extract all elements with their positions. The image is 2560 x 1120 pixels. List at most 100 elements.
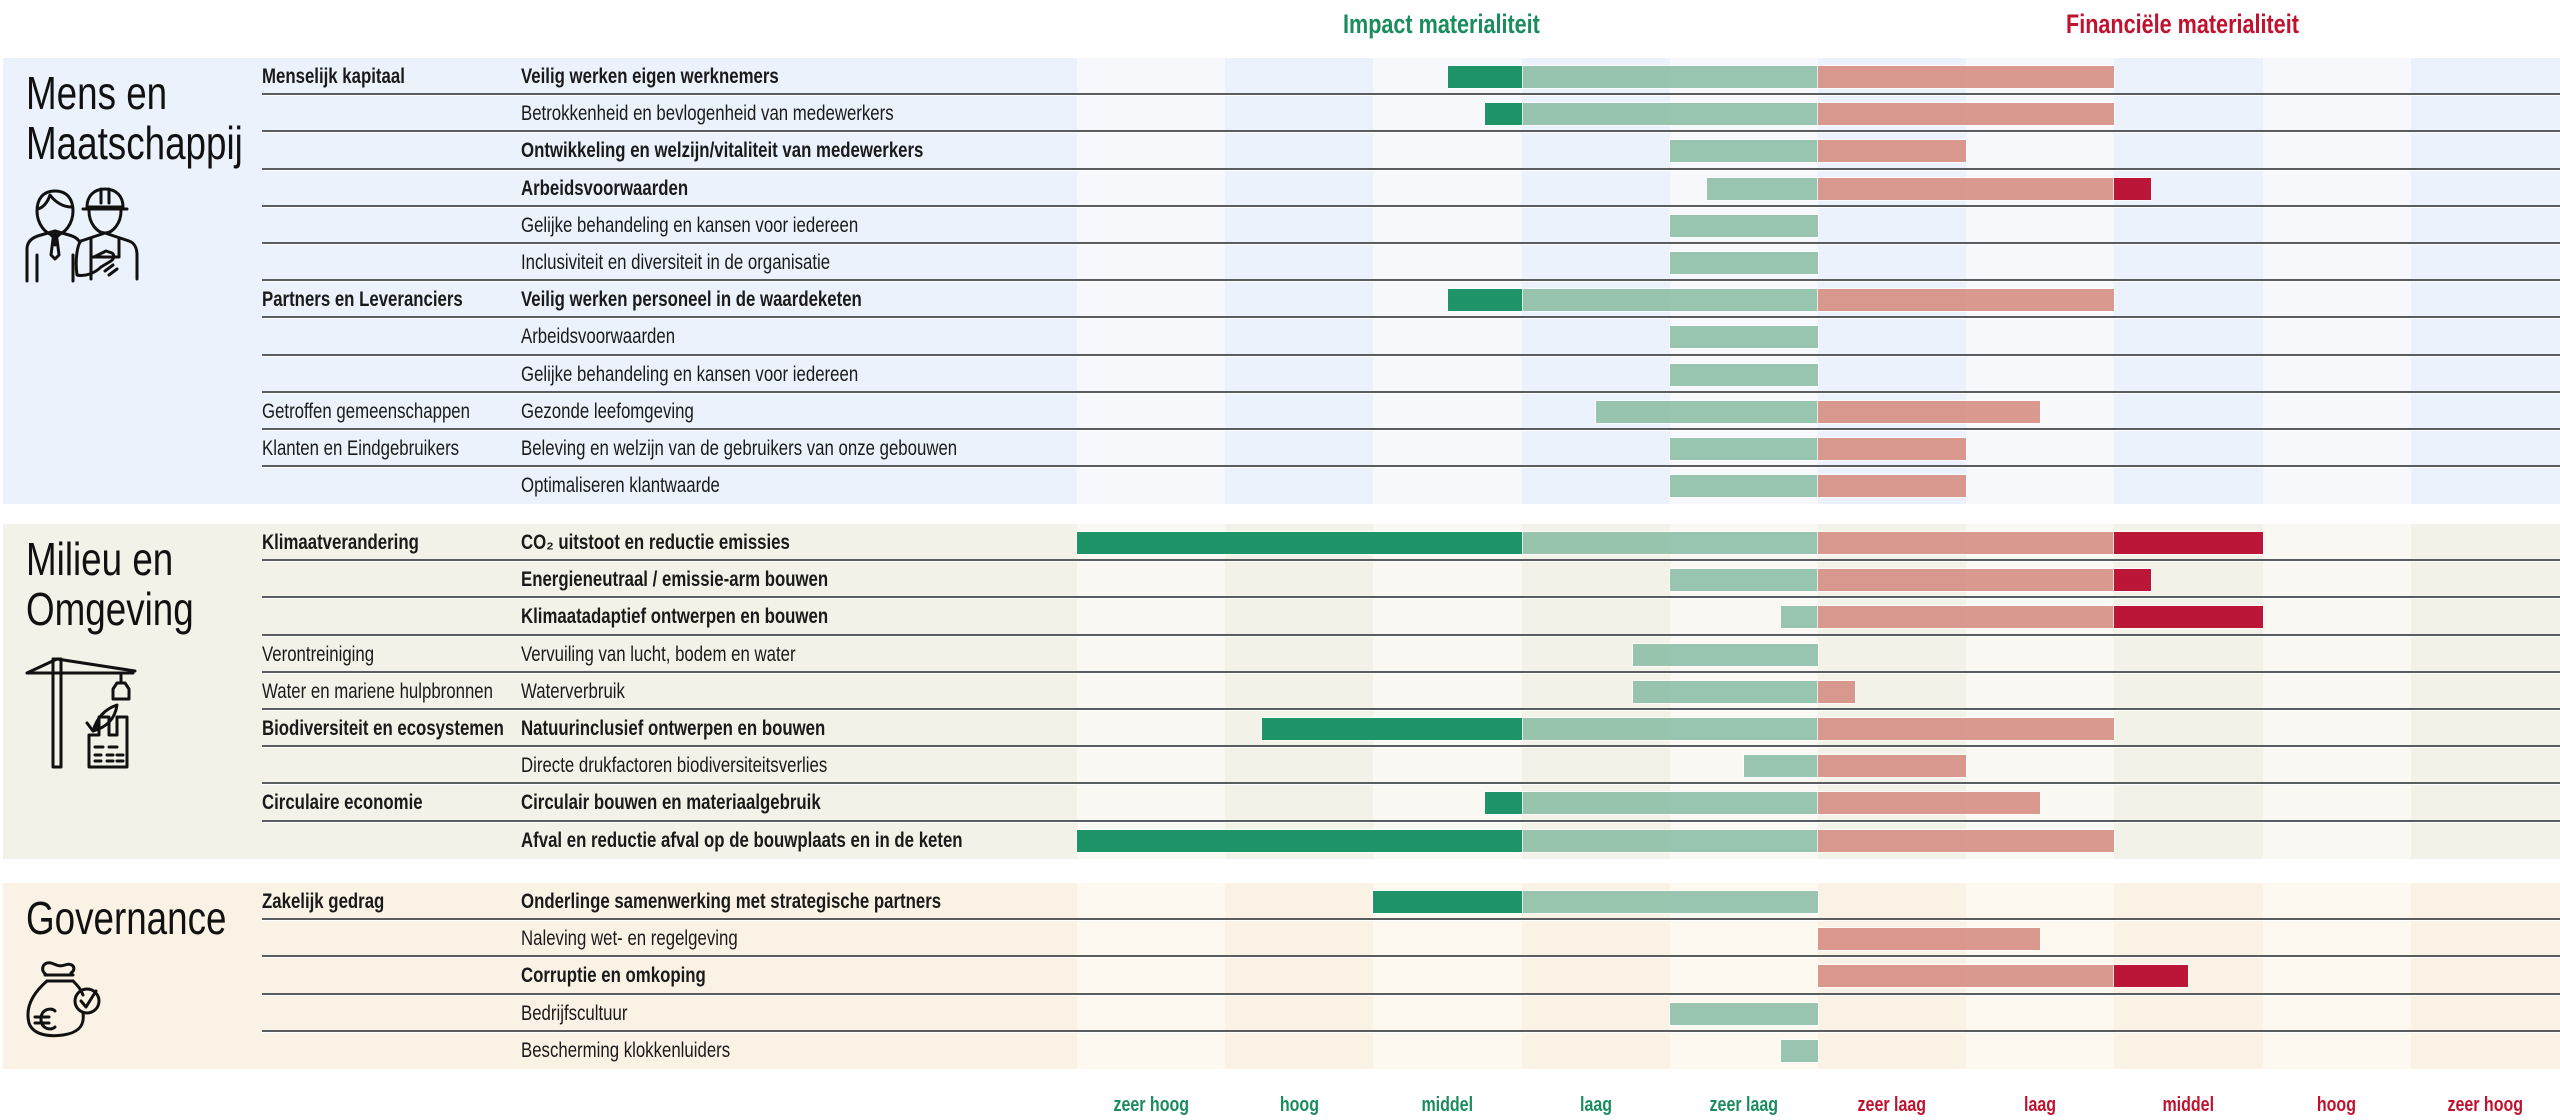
row-divider <box>262 633 2560 637</box>
topic-text: Gezonde leefomgeving <box>521 399 694 423</box>
impact-bar-light <box>1521 891 1818 913</box>
impact-bar-dark <box>1077 532 1522 554</box>
axis-label-financial: laag <box>1966 1090 2114 1120</box>
column-band <box>2410 524 2559 859</box>
section-1: Mens en Maatschappij Menselijk kapitaal Ve… <box>3 58 2560 505</box>
topic-label: Optimaliseren klantwaarde <box>521 467 770 504</box>
topic-label: Directe drukfactoren biodiversiteitsverl… <box>521 747 904 784</box>
topic-label: Veilig werken personeel in de waardekete… <box>521 281 947 318</box>
table-row: Circulaire economie Circulair bouwen en m… <box>3 784 2560 823</box>
axis-label-financial: hoog <box>2263 1090 2411 1120</box>
topic-label: Inclusiviteit en diversiteit in de organ… <box>521 244 907 281</box>
impact-bar-light <box>1706 177 1818 200</box>
topic-text: Optimaliseren klantwaarde <box>521 474 720 498</box>
axis-label-text: zeer laag <box>1709 1094 1779 1116</box>
table-row: Getroffen gemeenschappen Gezonde leefomge… <box>3 393 2560 431</box>
column-band <box>1077 883 1226 1069</box>
section-3: Governance Zakelijk gedrag Onderlinge sam… <box>3 883 2560 1069</box>
section-title: Mens en Maatschappij <box>26 68 297 168</box>
financial-bar-dark <box>2114 569 2152 592</box>
category-text: Circulaire economie <box>262 791 423 815</box>
topic-label: Ontwikkeling en welzijn/vitaliteit van m… <box>521 132 1024 169</box>
row-divider <box>262 992 2560 996</box>
table-row: Inclusiviteit en diversiteit in de organ… <box>3 244 2560 283</box>
column-band <box>2262 524 2411 859</box>
row-divider <box>262 670 2560 674</box>
topic-text: Arbeidsvoorwaarden <box>521 325 676 349</box>
column-band <box>1225 524 1374 859</box>
section-title-line1: Mens en <box>26 67 168 119</box>
table-row: Menselijk kapitaal Veilig werken eigen we… <box>3 58 2560 97</box>
topic-label: Afval en reductie afval op de bouwplaats… <box>521 822 1073 859</box>
topic-label: Betrokkenheid en bevlogenheid van medewe… <box>521 95 987 132</box>
table-row: Gelijke behandeling en kansen voor ieder… <box>3 356 2560 394</box>
financial-bar-light <box>1818 438 1967 460</box>
table-row: Klanten en Eindgebruikers Beleving en wel… <box>3 430 2560 469</box>
axis-label-text: hoog <box>2317 1094 2357 1116</box>
topic-label: Onderlinge samenwerking met strategische… <box>521 883 1046 920</box>
financial-bar-light <box>1818 606 2115 629</box>
topic-label: Natuurinclusief ontwerpen en bouwen <box>521 710 901 747</box>
row-divider <box>262 782 2560 786</box>
impact-bar-light <box>1521 289 1818 312</box>
category-label: Menselijk kapitaal <box>262 58 441 95</box>
column-band <box>2410 883 2559 1069</box>
table-row: Bedrijfscultuur <box>3 995 2560 1033</box>
category-text: Verontreiniging <box>262 642 375 666</box>
impact-bar-dark <box>1447 66 1522 88</box>
impact-bar-dark <box>1373 891 1522 913</box>
impact-bar-light <box>1669 438 1818 460</box>
topic-label: Bedrijfscultuur <box>521 995 654 1032</box>
topic-text: Directe drukfactoren biodiversiteitsverl… <box>521 754 828 778</box>
topic-text: Corruptie en omkoping <box>521 964 706 988</box>
table-row: Arbeidsvoorwaarden <box>3 318 2560 357</box>
row-divider <box>262 93 2560 97</box>
impact-bar-light <box>1780 1039 1818 1062</box>
topic-text: Klimaatadaptief ontwerpen en bouwen <box>521 605 829 629</box>
financial-bar-light <box>1818 103 2115 126</box>
row-divider <box>262 390 2560 394</box>
section-title-line2: Maatschappij <box>26 117 243 169</box>
impact-bar-light <box>1669 326 1818 349</box>
financial-bar-light <box>1818 680 1856 703</box>
topic-label: Waterverbruik <box>521 673 651 710</box>
impact-bar-light <box>1632 680 1818 703</box>
row-divider <box>262 559 2560 563</box>
impact-bar-light <box>1521 103 1818 126</box>
column-band <box>1077 524 1226 859</box>
impact-bar-light <box>1521 829 1818 852</box>
financial-bar-light <box>1818 792 2041 815</box>
topic-text: Onderlinge samenwerking met strategische… <box>521 890 942 913</box>
financial-bar-light <box>1818 140 1967 163</box>
row-divider <box>262 279 2560 283</box>
category-text: Water en mariene hulpbronnen <box>262 679 493 703</box>
table-row: Naleving wet- en regelgeving <box>3 920 2560 959</box>
category-label: Water en mariene hulpbronnen <box>262 673 551 710</box>
impact-bar-light <box>1669 363 1818 386</box>
column-band <box>1521 883 1670 1069</box>
category-text: Getroffen gemeenschappen <box>262 399 470 423</box>
axis-label-text: zeer hoog <box>2447 1094 2523 1116</box>
topic-label: Beleving en welzijn van de gebruikers va… <box>521 430 1066 467</box>
axis-label-text: zeer laag <box>1857 1094 1927 1116</box>
financial-bar-light <box>1818 718 2115 740</box>
topic-label: Corruptie en omkoping <box>521 957 752 994</box>
category-text: Zakelijk gedrag <box>262 890 385 913</box>
financial-bar-light <box>1818 532 2115 554</box>
column-band <box>1669 883 1818 1069</box>
category-text: Biodiversiteit en ecosystemen <box>262 717 504 740</box>
topic-text: Afval en reductie afval op de bouwplaats… <box>521 828 963 852</box>
row-divider <box>262 316 2560 320</box>
financial-header-label: Financiële materialiteit <box>2066 9 2299 39</box>
topic-text: Veilig werken personeel in de waardekete… <box>521 288 862 312</box>
axis-label-financial: middel <box>2114 1090 2262 1120</box>
impact-bar-dark <box>1484 103 1522 126</box>
financial-bar-light <box>1818 66 2115 88</box>
row-divider <box>262 465 2560 469</box>
category-label: Zakelijk gedrag <box>262 883 415 920</box>
row-divider <box>262 204 2560 208</box>
table-row: Verontreiniging Vervuiling van lucht, bod… <box>3 636 2560 674</box>
section-title-line1: Milieu en <box>26 533 174 585</box>
topic-text: Ontwikkeling en welzijn/vitaliteit van m… <box>521 139 924 163</box>
topic-text: Inclusiviteit en diversiteit in de organ… <box>521 251 831 274</box>
